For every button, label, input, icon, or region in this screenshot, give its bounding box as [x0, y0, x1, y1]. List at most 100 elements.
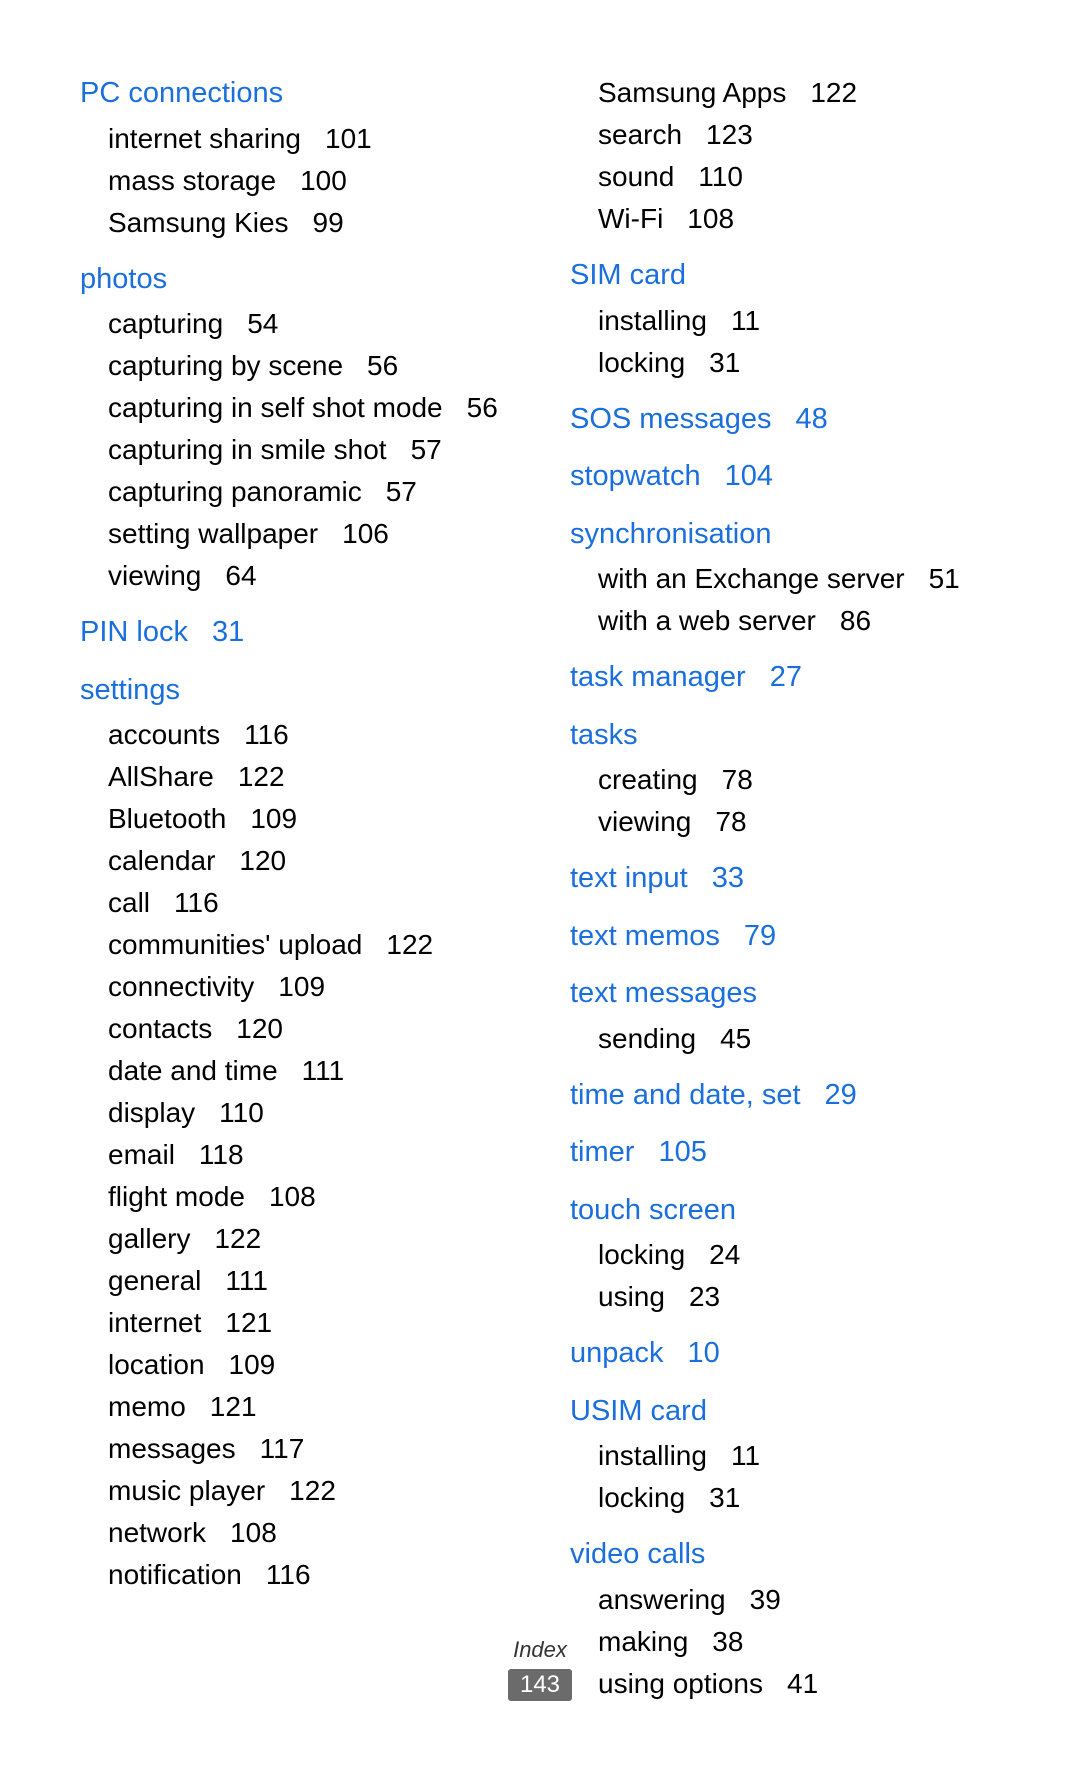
index-heading[interactable]: video calls: [570, 1533, 1000, 1577]
index-subentry[interactable]: viewing64: [108, 555, 510, 597]
index-subentry[interactable]: Samsung Apps 122: [598, 72, 1000, 114]
index-heading-text: SIM card: [570, 259, 686, 291]
index-subentry-text: mass storage: [108, 165, 276, 196]
index-subentry[interactable]: call116: [108, 882, 510, 924]
index-heading-text: video calls: [570, 1538, 705, 1570]
index-subentry[interactable]: notification116: [108, 1554, 510, 1596]
index-subentry-page: 120: [239, 845, 286, 876]
index-subentry-page: 122: [386, 929, 433, 960]
index-heading-text: stopwatch: [570, 460, 701, 492]
index-subentry[interactable]: display110: [108, 1092, 510, 1134]
index-subentry-page: 122: [810, 77, 857, 108]
index-subentry-page: 123: [706, 119, 753, 150]
index-subentry[interactable]: location109: [108, 1344, 510, 1386]
index-heading-text: time and date, set: [570, 1079, 801, 1111]
index-heading-page: 10: [688, 1337, 720, 1369]
index-subentry[interactable]: with a web server86: [598, 600, 1000, 642]
index-subentry[interactable]: gallery122: [108, 1218, 510, 1260]
index-subentry[interactable]: general111: [108, 1260, 510, 1302]
index-subentry-text: Samsung Kies: [108, 207, 289, 238]
index-subentry[interactable]: setting wallpaper106: [108, 513, 510, 555]
index-subentry[interactable]: capturing by scene56: [108, 345, 510, 387]
index-heading[interactable]: PIN lock31: [80, 611, 510, 655]
index-subentry[interactable]: communities' upload 122: [108, 924, 510, 966]
index-subentry[interactable]: creating78: [598, 759, 1000, 801]
index-subentry-page: 108: [687, 203, 734, 234]
index-heading[interactable]: synchronisation: [570, 513, 1000, 557]
index-subentry[interactable]: capturing54: [108, 303, 510, 345]
index-subentry-page: 54: [247, 308, 278, 339]
index-subentry[interactable]: messages117: [108, 1428, 510, 1470]
index-subentry-page: 121: [225, 1307, 272, 1338]
index-subentry[interactable]: memo121: [108, 1386, 510, 1428]
index-subentry-page: 51: [929, 563, 960, 594]
index-heading[interactable]: task manager27: [570, 656, 1000, 700]
index-heading[interactable]: settings: [80, 669, 510, 713]
index-subentry-page: 64: [225, 560, 256, 591]
index-subentry-text: network: [108, 1517, 206, 1548]
index-subentry-text: with an Exchange server: [598, 563, 905, 594]
index-subentry[interactable]: internet sharing101: [108, 118, 510, 160]
index-heading-text: tasks: [570, 719, 638, 751]
index-subentry[interactable]: locking31: [598, 342, 1000, 384]
index-subentry[interactable]: internet121: [108, 1302, 510, 1344]
index-heading[interactable]: photos: [80, 258, 510, 302]
index-subentry-page: 11: [731, 1440, 760, 1471]
index-subentry-text: email: [108, 1139, 175, 1170]
index-subentry-text: communities' upload: [108, 929, 362, 960]
index-subentry[interactable]: network108: [108, 1512, 510, 1554]
index-heading-page: 33: [712, 862, 744, 894]
index-subentry[interactable]: connectivity109: [108, 966, 510, 1008]
index-subentry[interactable]: locking24: [598, 1234, 1000, 1276]
index-subentry[interactable]: capturing in smile shot57: [108, 429, 510, 471]
index-subentry-text: sending: [598, 1023, 696, 1054]
index-subentry[interactable]: search123: [598, 114, 1000, 156]
index-heading[interactable]: SOS messages48: [570, 398, 1000, 442]
index-subentry[interactable]: accounts116: [108, 714, 510, 756]
index-subentry[interactable]: answering39: [598, 1579, 1000, 1621]
index-heading[interactable]: tasks: [570, 714, 1000, 758]
index-heading-page: 105: [658, 1136, 706, 1168]
index-heading[interactable]: SIM card: [570, 254, 1000, 298]
index-heading[interactable]: time and date, set 29: [570, 1074, 1000, 1118]
index-subentry[interactable]: Wi-Fi108: [598, 198, 1000, 240]
index-subentry-text: connectivity: [108, 971, 254, 1002]
index-heading-page: 29: [825, 1079, 857, 1111]
index-subentry[interactable]: capturing in self shot mode56: [108, 387, 510, 429]
index-heading[interactable]: text input 33: [570, 857, 1000, 901]
index-subentry[interactable]: installing11: [598, 300, 1000, 342]
index-heading[interactable]: stopwatch104: [570, 455, 1000, 499]
index-subentry[interactable]: date and time111: [108, 1050, 510, 1092]
index-subentry[interactable]: Bluetooth109: [108, 798, 510, 840]
index-subentry[interactable]: sound110: [598, 156, 1000, 198]
index-heading[interactable]: PC connections: [80, 72, 510, 116]
index-heading[interactable]: touch screen: [570, 1189, 1000, 1233]
index-subentry[interactable]: capturing panoramic57: [108, 471, 510, 513]
index-heading-text: text input: [570, 862, 688, 894]
index-heading[interactable]: unpack10: [570, 1332, 1000, 1376]
index-subentry[interactable]: with an Exchange server 51: [598, 558, 1000, 600]
index-subentry[interactable]: sending 45: [598, 1018, 1000, 1060]
index-subentry[interactable]: Samsung Kies99: [108, 202, 510, 244]
index-subentry[interactable]: AllShare122: [108, 756, 510, 798]
index-subentry[interactable]: locking31: [598, 1477, 1000, 1519]
index-heading[interactable]: timer105: [570, 1131, 1000, 1175]
index-subentry[interactable]: flight mode108: [108, 1176, 510, 1218]
index-subentry[interactable]: email118: [108, 1134, 510, 1176]
index-subentry-text: call: [108, 887, 150, 918]
index-subentry-page: 45: [720, 1023, 751, 1054]
index-subentry[interactable]: contacts120: [108, 1008, 510, 1050]
index-subentry[interactable]: music player122: [108, 1470, 510, 1512]
index-subentry-text: Samsung Apps: [598, 77, 786, 108]
index-subentry[interactable]: mass storage100: [108, 160, 510, 202]
index-subentry[interactable]: installing11: [598, 1435, 1000, 1477]
index-subentry[interactable]: calendar120: [108, 840, 510, 882]
index-heading[interactable]: text messages: [570, 972, 1000, 1016]
index-heading[interactable]: USIM card: [570, 1390, 1000, 1434]
index-heading[interactable]: text memos79: [570, 915, 1000, 959]
index-subentry[interactable]: using23: [598, 1276, 1000, 1318]
index-heading-text: task manager: [570, 661, 746, 693]
index-subentry[interactable]: viewing78: [598, 801, 1000, 843]
index-subentry-page: 24: [709, 1239, 740, 1270]
index-subentry-text: capturing panoramic: [108, 476, 362, 507]
